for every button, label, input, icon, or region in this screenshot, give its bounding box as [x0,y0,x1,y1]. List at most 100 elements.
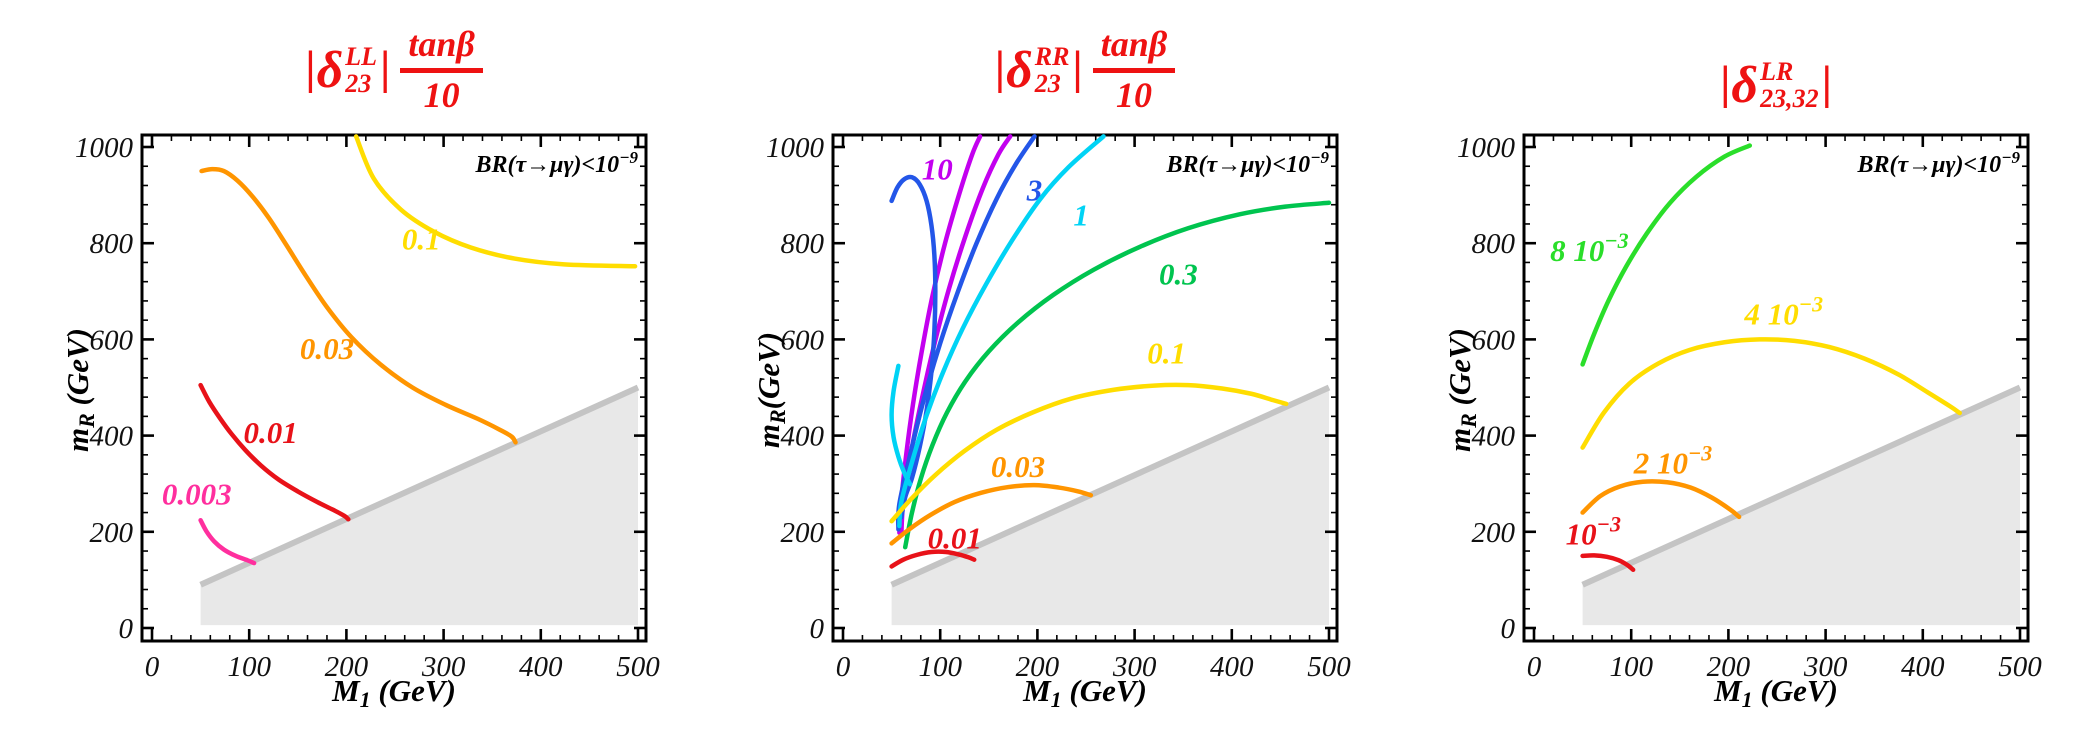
excluded-region-edge [199,384,640,588]
contour-line-0.03 [199,166,518,445]
contour-label: 1 [1073,197,1089,232]
y-axis-label: mR (GeV) [60,327,99,453]
br-constraint-annotation: BR(τ→μγ)<10−9 [475,148,638,178]
x-tick-label: 500 [1998,651,2042,683]
x-tick-label: 400 [1901,651,1945,683]
y-tick-label: 200 [1472,517,1516,549]
contour-label: 4 10−3 [1744,291,1824,331]
contour-label: 0.1 [1147,335,1186,370]
x-tick-label: 400 [1210,651,1254,683]
y-tick-label: 800 [781,228,825,260]
contour-label: 2 10−3 [1633,441,1713,481]
y-axis-label: mR(GeV) [751,331,790,449]
delta-indices: LR 23,32 [1760,57,1819,113]
y-tick-label: 0 [810,613,825,645]
contour-line-0.03 [889,482,1094,546]
contour-line-0.01 [198,382,351,522]
plot-frame [831,133,1339,643]
contour-label: 0.01 [243,415,297,450]
x-tick-label: 0 [145,651,160,683]
excluded-region-edge [1581,384,2022,588]
contour-label: 0.03 [991,449,1045,484]
plot-frame [1522,133,2030,643]
y-tick-label: 200 [781,517,825,549]
y-tick-label: 600 [1472,324,1516,356]
contour-line-4 10^−3 [1580,337,1962,450]
x-tick-label: 100 [918,651,962,683]
y-tick-label: 1000 [1457,132,1516,164]
panel-delta2332-LR: | δ LR 23,32 | 0 100 200 300 400 500 0 200 400 600 800… [1382,0,2073,731]
x-tick-label: 500 [1307,651,1351,683]
abs-bar: | [1720,57,1731,109]
abs-bar: | [305,42,316,94]
y-axis-label: mR (GeV) [1442,327,1481,453]
x-tick-label: 200 [1707,651,1751,683]
contour-line-0.1 [353,134,638,269]
contour-line-1 [897,134,1106,529]
delta-symbol: δ [1006,41,1033,99]
abs-bar: | [1821,57,1832,109]
x-tick-label: 100 [1609,651,1653,683]
plot-frame [140,133,648,643]
x-tick-label: 300 [1803,651,1848,683]
abs-bar: | [1072,42,1083,94]
plot-title-LL: | δ LL 23 | tanβ 10 [142,6,646,134]
delta-symbol: δ [1731,56,1759,114]
contour-label: 0.003 [162,476,232,511]
x-tick-label: 0 [836,651,851,683]
x-axis-label: M1 (GeV) [332,673,456,712]
y-tick-label: 200 [90,517,134,549]
contour-line-0.1 [889,382,1289,524]
contour-plot-LR: 0 100 200 300 400 500 0 200 400 600 800 1000 8 10−3 4… [1457,132,2042,683]
contour-label: 0.03 [300,331,354,366]
contour-label: 10 [922,152,953,187]
panel-delta23-LL: | δ LL 23 | tanβ 10 0 100 200 300 400 500 0 200 400 6… [0,0,691,731]
x-tick-label: 300 [421,651,466,683]
delta-indices: RR 23 [1034,42,1070,98]
plot-title-RR: | δ RR 23 | tanβ 10 [833,6,1337,134]
x-tick-label: 0 [1527,651,1542,683]
y-tick-label: 800 [1472,228,1516,260]
x-tick-label: 200 [1016,651,1060,683]
contour-line-3 [895,134,1037,532]
y-tick-label: 400 [781,421,825,453]
contour-line-10^−3 [1580,553,1636,573]
excluded-region [1582,387,2020,626]
x-tick-label: 200 [325,651,369,683]
excluded-region [891,387,1329,626]
contour-line [889,174,938,520]
contour-line-0.3 [902,200,1332,550]
contour-label: 0.1 [402,221,441,256]
y-tick-label: 400 [90,421,134,453]
x-axis-label: M1 (GeV) [1714,673,1838,712]
contour-label: 0.3 [1159,257,1198,292]
contour-line-0.01 [889,549,977,569]
y-tick-label: 0 [119,613,134,645]
x-tick-label: 100 [227,651,271,683]
panel-delta23-RR: | δ RR 23 | tanβ 10 0 100 200 300 400 500 0 200 400 6… [691,0,1382,731]
y-tick-label: 600 [781,324,825,356]
contour-label: 8 10−3 [1550,228,1629,268]
contour-label: 0.01 [928,521,982,556]
br-constraint-annotation: BR(τ→μγ)<10−9 [1166,148,1329,178]
plot-title-LR: | δ LR 23,32 | [1524,0,2028,170]
y-tick-label: 0 [1501,613,1516,645]
excluded-region-edge [890,384,1331,588]
abs-bar: | [379,42,391,94]
x-tick-label: 400 [519,651,563,683]
y-tick-label: 1000 [75,132,134,164]
contour-label: 10−3 [1566,512,1621,552]
contour-plot-RR: 0 100 200 300 400 5000200400600800100010310.3… [766,132,1351,683]
x-axis-label: M1 (GeV) [1023,673,1147,712]
contour-plot-LL: 0 100 200 300 400 500 0 200 400 600 800 1000 0.1 0.03… [75,132,660,683]
y-tick-label: 1000 [766,132,825,164]
contour-line-0.003 [198,518,257,566]
br-constraint-annotation: BR(τ→μγ)<10−9 [1857,148,2020,178]
excluded-region [200,387,638,626]
y-tick-label: 600 [90,324,134,356]
delta-indices: LL 23 [345,42,377,98]
delta-symbol: δ [316,41,344,99]
y-tick-label: 400 [1472,421,1516,453]
tanbeta-fraction: tanβ 10 [400,24,483,115]
